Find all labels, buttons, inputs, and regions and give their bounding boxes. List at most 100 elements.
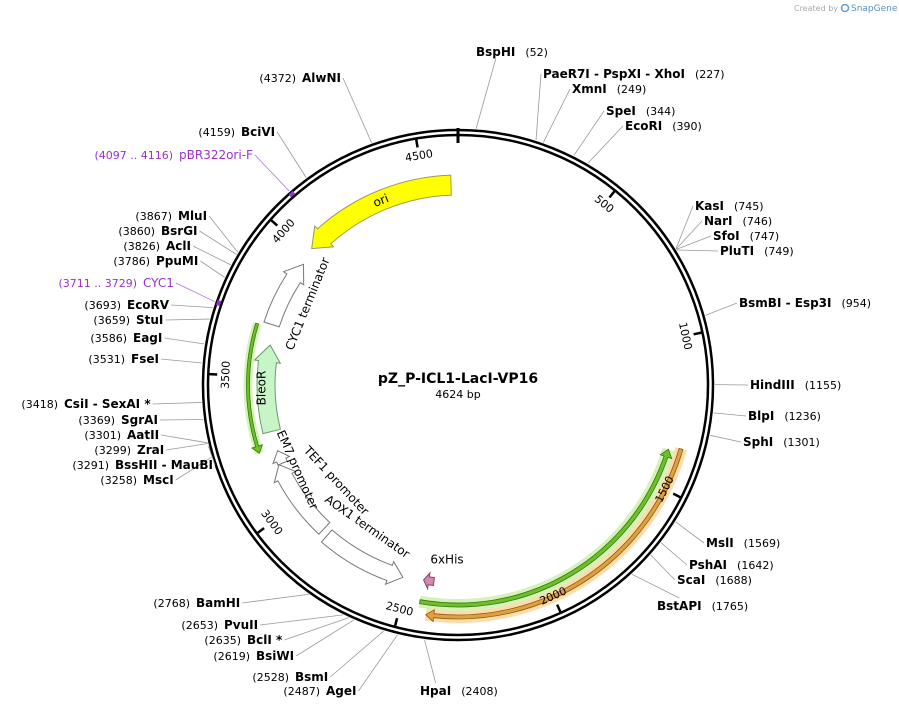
site-name: CsiI - SexAI * <box>64 397 151 411</box>
feature-arrow <box>253 344 282 435</box>
site-name: XmnI <box>572 82 607 96</box>
site-leader <box>166 443 208 451</box>
site-leader <box>284 617 349 641</box>
site-name: BciVI <box>241 125 275 139</box>
site-leader <box>242 593 309 604</box>
site-leader <box>254 154 290 192</box>
site-leader <box>705 302 738 316</box>
scale-tick <box>608 190 616 199</box>
site-position: (3531) <box>88 353 125 366</box>
site-position: (3586) <box>90 332 127 345</box>
site-name: MslI <box>706 536 734 550</box>
site-position: (1569) <box>744 537 781 550</box>
site-name: BsmBI - Esp3I <box>739 296 831 310</box>
watermark-brand: SnapGene <box>851 4 898 14</box>
site-leader <box>192 245 231 266</box>
site-name: AclI <box>166 239 191 253</box>
feature-arrow <box>423 571 435 591</box>
site-position: (3867) <box>135 210 172 223</box>
feature-arrow <box>273 464 331 535</box>
site-leader <box>160 434 208 444</box>
feature-arrow <box>246 322 264 455</box>
site-position: (1236) <box>784 410 821 423</box>
site-leader <box>295 619 355 657</box>
scale-label: 3000 <box>258 507 285 537</box>
watermark-prefix: Created by <box>794 4 838 13</box>
site-position: (2635) <box>204 634 241 647</box>
site-name: PvuII <box>224 618 258 632</box>
site-name: EagI <box>133 331 162 345</box>
feature-label: 6xHis <box>430 553 463 567</box>
site-name: KasI <box>695 199 724 213</box>
plasmid-name: pZ_P-ICL1-LacI-VP16 <box>378 371 538 387</box>
site-leader <box>542 88 571 143</box>
site-position: (3826) <box>123 240 160 253</box>
site-position: (3369) <box>78 414 115 427</box>
site-position: (2487) <box>283 685 320 698</box>
site-position: (344) <box>646 105 676 118</box>
feature-glow <box>418 447 675 611</box>
site-leader <box>171 304 213 309</box>
site-name: NarI <box>704 214 733 228</box>
watermark-logo <box>840 3 850 13</box>
watermark: Created by SnapGene <box>794 3 898 14</box>
site-leader <box>175 457 212 481</box>
site-position: (954) <box>841 297 871 310</box>
site-name: BclI * <box>247 633 283 647</box>
site-name: SphI <box>743 435 773 449</box>
scale-label: 500 <box>592 192 617 215</box>
site-leader <box>676 235 712 250</box>
site-position: (3693) <box>84 299 121 312</box>
scale-label: 2500 <box>384 599 414 619</box>
feature-label: BleoR <box>255 371 269 406</box>
site-leader <box>164 337 205 345</box>
scale-label: 1000 <box>676 321 695 351</box>
site-position: (1301) <box>783 436 820 449</box>
site-name: PshAI <box>689 558 727 572</box>
site-leader <box>535 73 542 141</box>
feature-arrow <box>320 529 404 586</box>
site-leader <box>165 318 210 321</box>
site-name: StuI <box>136 313 163 327</box>
site-name: EcoRV <box>127 298 170 312</box>
site-leader <box>660 542 688 566</box>
site-position: (745) <box>734 200 764 213</box>
site-name: SfoI <box>713 229 740 243</box>
site-position: (2619) <box>213 650 250 663</box>
site-position: (2653) <box>181 619 218 632</box>
site-position: (747) <box>750 230 780 243</box>
site-name: EcoRI <box>625 119 662 133</box>
site-position: (3860) <box>118 225 155 238</box>
site-leader <box>200 260 225 278</box>
site-position: (227) <box>695 68 725 81</box>
site-name: HpaI <box>420 684 451 698</box>
site-position: (3418) <box>21 398 58 411</box>
site-leader <box>208 446 216 466</box>
site-leader <box>260 614 344 626</box>
site-name: BssHII - MauBI <box>115 458 213 472</box>
site-name: BamHI <box>196 596 240 610</box>
site-name: BspHI <box>476 45 515 59</box>
site-position: (746) <box>743 215 773 228</box>
feature-arrow <box>263 263 305 328</box>
site-name: ZraI <box>137 443 164 457</box>
site-leader <box>358 634 398 692</box>
scale-tick <box>415 139 419 148</box>
site-name: MluI <box>178 209 207 223</box>
site-position: (1642) <box>737 559 774 572</box>
site-position: (2528) <box>252 671 289 684</box>
scale-tick <box>270 219 279 227</box>
site-name: CYC1 <box>143 276 174 290</box>
site-leader <box>342 77 373 144</box>
site-position: (4097 .. 4116) <box>94 149 173 162</box>
site-position: (3299) <box>94 444 131 457</box>
site-leader <box>159 419 204 421</box>
site-leader <box>676 249 719 252</box>
site-leader <box>208 215 239 253</box>
site-leader <box>650 554 676 581</box>
site-position: (52) <box>525 46 548 59</box>
site-name: BlpI <box>748 409 774 423</box>
site-name: SgrAI <box>121 413 158 427</box>
site-position: (3258) <box>100 474 137 487</box>
site-leader <box>587 125 624 164</box>
